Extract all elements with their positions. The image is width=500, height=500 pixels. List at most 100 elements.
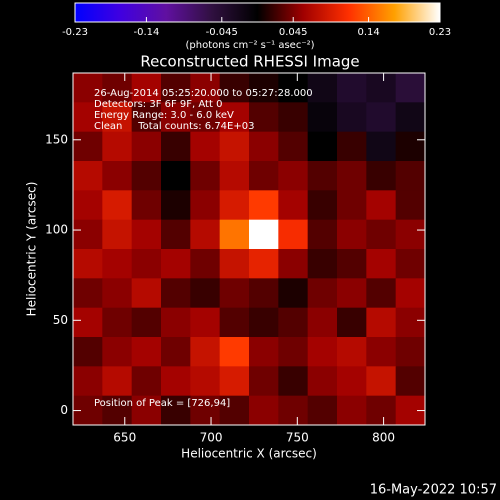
pixel [190,102,221,133]
pixel [366,102,397,133]
pixel [161,249,191,279]
pixel [395,337,426,367]
pixel [161,73,191,103]
pixel [102,249,133,279]
pixel [337,307,367,338]
pixel [190,249,221,279]
colorbar-tick-label: 0.045 [279,27,308,38]
pixel [307,337,338,367]
pixel [73,307,103,338]
colorbar-tick-label: 0.23 [429,27,451,38]
pixel [219,190,250,221]
pixel [190,131,221,162]
pixel [73,131,103,162]
pixel [102,131,133,162]
pixel [395,307,426,338]
pixel [249,307,279,338]
pixel [161,307,191,338]
pixel [278,249,309,279]
chart-title: Reconstructed RHESSI Image [140,53,359,71]
pixel [131,73,162,103]
pixel [161,337,191,367]
pixel [307,161,338,191]
pixel [307,131,338,162]
pixel [337,395,367,426]
pixel [278,278,309,309]
pixel [102,219,133,250]
pixel [307,366,338,397]
pixel [190,395,221,426]
pixel [131,395,162,426]
pixel [161,395,191,426]
timestamp: 16-May-2022 10:57 [370,483,497,498]
pixel [249,395,279,426]
pixel [337,73,367,103]
pixel [307,278,338,309]
pixel [219,278,250,309]
x-tick-label: 800 [372,431,395,445]
pixel [161,278,191,309]
y-tick-label: 100 [45,223,68,237]
colorbar [74,2,441,23]
pixel [190,219,221,250]
pixel [161,219,191,250]
pixel [219,73,250,103]
y-tick-label: 0 [60,403,68,417]
pixel [366,161,397,191]
pixel [219,249,250,279]
plot-frame [72,72,426,426]
pixel [102,278,133,309]
colorbar-tick-label: -0.23 [62,27,88,38]
pixel [337,161,367,191]
pixel [366,73,397,103]
pixel [73,102,103,133]
pixel [307,395,338,426]
pixel [73,249,103,279]
pixel [249,337,279,367]
pixel [102,73,133,103]
pixel [366,366,397,397]
pixel [395,73,426,103]
pixel [131,190,162,221]
pixel [366,190,397,221]
pixel [337,131,367,162]
pixel [249,278,279,309]
pixel [249,249,279,279]
x-tick-label: 650 [113,431,136,445]
pixel [73,73,103,103]
pixel [278,219,309,250]
pixel [73,337,103,367]
pixel [337,219,367,250]
pixel [102,337,133,367]
pixel [366,337,397,367]
pixel [366,395,397,426]
pixel [395,131,426,162]
pixel [395,219,426,250]
pixel [131,278,162,309]
pixel [366,278,397,309]
pixel [278,307,309,338]
pixel [337,337,367,367]
pixel [366,219,397,250]
pixel [307,219,338,250]
pixel [161,190,191,221]
pixel [337,102,367,133]
pixel [395,278,426,309]
pixel [278,131,309,162]
pixel [366,249,397,279]
pixel [102,190,133,221]
pixel [131,161,162,191]
pixel [190,337,221,367]
image [73,73,426,426]
pixel [307,73,338,103]
y-axis-label: Heliocentric Y (arcsec) [25,182,39,317]
pixel [102,307,133,338]
y-tick-label: 50 [53,313,68,327]
pixel [219,219,250,250]
pixel [190,366,221,397]
pixel [249,366,279,397]
pixel [278,337,309,367]
pixel [131,131,162,162]
